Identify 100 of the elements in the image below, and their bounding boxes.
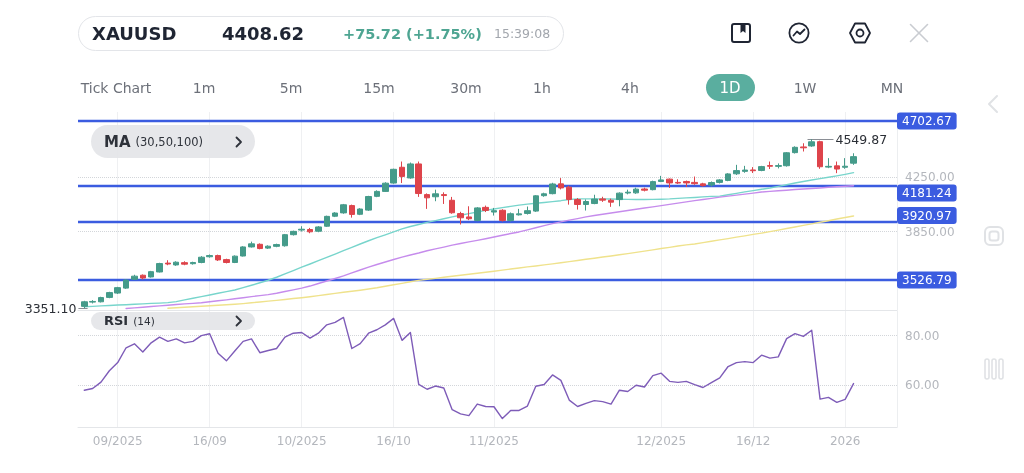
- text: 4h: [621, 79, 639, 96]
- candlestick: [725, 172, 731, 182]
- x-tick-label: 12/2025: [636, 434, 687, 448]
- annotation: MA: [104, 132, 131, 151]
- candlestick: [140, 273, 146, 280]
- candlestick: [625, 189, 631, 195]
- y-tick-label: 3850.00: [905, 224, 955, 239]
- text: XAUUSD: [92, 23, 177, 44]
- candlestick: [349, 204, 355, 219]
- candlestick: [817, 140, 823, 170]
- candlestick: [206, 254, 213, 259]
- candlestick: [190, 261, 196, 266]
- x-tick-label: 11/2025: [469, 434, 519, 448]
- candlestick: [800, 142, 807, 153]
- candlestick: [499, 208, 506, 223]
- text: 30m: [450, 79, 482, 96]
- text: 1m: [192, 79, 216, 96]
- x-tick-label: 09/2025: [92, 434, 143, 448]
- candlestick: [666, 177, 673, 189]
- text: 1W: [793, 79, 817, 96]
- candlestick: [165, 259, 171, 266]
- text: 15m: [363, 79, 395, 96]
- candlestick: [842, 157, 848, 170]
- candlestick: [123, 278, 129, 290]
- candlestick: [558, 177, 564, 190]
- candlestick: [658, 175, 664, 183]
- x-tick-label: 2026: [829, 434, 861, 448]
- ref-line-label: 4702.67: [902, 114, 952, 129]
- candlestick: [282, 233, 288, 248]
- candlestick: [340, 203, 347, 215]
- x-tick-label: 16/09: [192, 434, 227, 448]
- candlestick: [507, 211, 514, 223]
- candlestick: [131, 274, 138, 281]
- candlestick: [357, 207, 363, 216]
- candlestick: [482, 205, 489, 213]
- line-series: [83, 316, 855, 420]
- x-tick-label: 16/12: [735, 434, 771, 448]
- candlestick: [298, 225, 305, 233]
- candlestick: [767, 161, 773, 170]
- candlestick: [441, 191, 447, 205]
- candlestick: [156, 262, 163, 273]
- candlestick: [566, 185, 572, 206]
- annotation: (14): [133, 314, 155, 327]
- candlestick: [399, 161, 405, 184]
- candlestick: [449, 196, 455, 215]
- line-series: [167, 215, 855, 309]
- candlestick: [533, 194, 539, 213]
- candlestick: [98, 296, 104, 303]
- candlestick: [733, 164, 740, 176]
- candlestick: [457, 211, 464, 226]
- x-tick-label: 10/2025: [276, 434, 327, 448]
- candlestick: [491, 207, 497, 217]
- candlestick: [365, 195, 372, 212]
- candlestick: [223, 258, 230, 264]
- candlestick: [825, 157, 832, 169]
- text: 3351.10: [24, 300, 77, 316]
- candlestick: [415, 161, 422, 198]
- annotation: (30,50,100): [135, 134, 204, 149]
- candlestick: [374, 189, 380, 198]
- candlestick: [148, 270, 154, 279]
- candlestick: [173, 260, 179, 267]
- candlestick: [198, 255, 205, 264]
- candlestick: [850, 152, 857, 166]
- candlestick: [524, 206, 531, 216]
- candlestick: [466, 205, 472, 221]
- candlestick: [324, 215, 330, 228]
- text: 5m: [279, 79, 303, 96]
- candlestick: [332, 211, 338, 218]
- annotation: 4549.87: [835, 131, 888, 147]
- candlestick: [758, 165, 765, 172]
- candlestick: [608, 198, 614, 208]
- text: 1D: [719, 78, 741, 97]
- candlestick: [599, 196, 606, 203]
- candlestick: [541, 192, 547, 198]
- candlestick: [808, 138, 815, 148]
- candlestick: [215, 254, 221, 262]
- ref-line-label: 3920.97: [902, 208, 952, 223]
- candlestick: [248, 241, 255, 249]
- candlestick: [633, 187, 639, 195]
- candlestick: [700, 182, 706, 188]
- candlestick: [307, 227, 313, 234]
- text: +75.72 (+1.75%): [343, 25, 482, 42]
- line-series: [125, 184, 855, 310]
- candlestick: [265, 244, 271, 250]
- annotation: RSI: [104, 313, 129, 329]
- candlestick: [574, 197, 581, 211]
- candlestick: [232, 254, 238, 264]
- candlestick: [181, 260, 188, 266]
- text: 1h: [533, 79, 551, 96]
- y-tick-label: 60.00: [905, 378, 940, 393]
- candlestick: [407, 162, 414, 180]
- ref-line-label: 3526.79: [902, 272, 952, 287]
- candlestick: [834, 161, 840, 174]
- y-tick-label: 4250.00: [905, 169, 955, 184]
- candlestick: [290, 230, 297, 237]
- text: 15:39:08: [494, 26, 551, 41]
- candlestick: [240, 245, 246, 257]
- candlestick: [750, 166, 756, 174]
- candlestick: [616, 191, 623, 207]
- candlestick: [257, 242, 263, 250]
